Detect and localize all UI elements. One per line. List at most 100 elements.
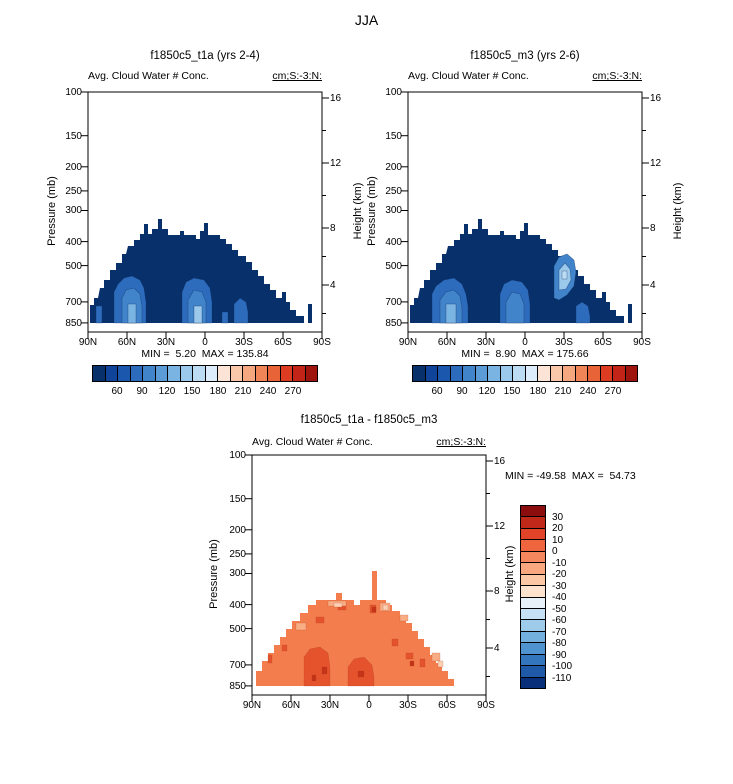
height-axis-title: Height (km)	[352, 182, 364, 240]
contour-patch	[221, 311, 229, 324]
panel-top-right-subtitle-row: Avg. Cloud Water # Conc. cm;S:-3:N:	[408, 70, 642, 82]
contour-plot-bottom	[245, 454, 493, 702]
diff-patch	[333, 602, 343, 608]
colorbar-cell	[521, 620, 545, 632]
colorbar-cell	[521, 540, 545, 552]
colorbar-tick-label: 60	[111, 386, 123, 397]
latitude-tick-label: 60N	[437, 337, 457, 348]
colorbar-tick-label: -100	[552, 661, 573, 672]
contour-patch	[95, 305, 103, 324]
colorbar-tick-label: -50	[552, 604, 567, 615]
colorbar-cell	[521, 608, 545, 621]
colorbar-tick-label: 270	[604, 386, 622, 397]
colorbar-tick-label: 120	[158, 386, 176, 397]
panel-bottom-subtitle-row: Avg. Cloud Water # Conc. cm;S:-3:N:	[252, 436, 486, 448]
colorbar-tick-label: 150	[183, 386, 201, 397]
latitude-tick-label: 60N	[117, 337, 137, 348]
colorbar-cell	[513, 366, 526, 381]
colorbar-cell	[538, 366, 551, 381]
colorbar-tick-label: -80	[552, 638, 567, 649]
colorbar-tick-label: 60	[431, 386, 443, 397]
diff-patch	[437, 660, 444, 668]
colorbar-cell	[521, 517, 545, 529]
colorbar-cell	[500, 366, 513, 381]
colorbar-cell	[93, 366, 106, 381]
colorbar-cell	[463, 366, 476, 381]
height-tick-label: 8	[494, 586, 500, 597]
latitude-tick-label: 90S	[313, 337, 331, 348]
colorbar-tick-label: 180	[209, 386, 227, 397]
colorbar-cell	[575, 366, 588, 381]
colorbar-cell	[521, 574, 545, 587]
pressure-tick-label: 200	[65, 162, 82, 173]
panel-top-left-title: f1850c5_t1a (yrs 2-4)	[150, 50, 260, 62]
subtitle-label: Avg. Cloud Water # Conc.	[408, 70, 529, 82]
latitude-tick-label: 0	[366, 700, 372, 711]
contour-patch	[505, 291, 525, 324]
min-max-stats-top-right: MIN = 8.90 MAX = 175.66	[461, 348, 589, 360]
colorbar-tick-label: -110	[552, 673, 572, 684]
colorbar-cell	[438, 366, 451, 381]
latitude-tick-label: 30S	[399, 700, 417, 711]
pressure-tick-label: 400	[385, 237, 402, 248]
colorbar-tick-label: 90	[136, 386, 148, 397]
diff-patch	[303, 646, 331, 687]
latitude-tick-label: 0	[522, 337, 528, 348]
colorbar-cell	[521, 551, 545, 564]
colorbar-cell	[625, 366, 637, 381]
height-tick-label: 16	[650, 93, 662, 104]
latitude-tick-label: 0	[202, 337, 208, 348]
colorbar-cell	[243, 366, 256, 381]
diff-patch	[391, 638, 399, 647]
pressure-tick-label: 150	[385, 131, 402, 142]
height-tick-label: 16	[330, 93, 342, 104]
colorbar-cell	[521, 506, 545, 518]
latitude-tick-label: 90N	[242, 700, 262, 711]
diff-patch	[431, 652, 441, 662]
colorbar-cell	[588, 366, 601, 381]
diff-patch	[315, 616, 325, 624]
pressure-axis-title: Pressure (mb)	[46, 176, 58, 246]
pressure-axis-title: Pressure (mb)	[366, 176, 378, 246]
height-tick-label: 4	[330, 280, 336, 291]
colorbar-tick-label: -40	[552, 592, 567, 603]
diff-patch	[382, 604, 389, 611]
latitude-tick-label: 60N	[281, 700, 301, 711]
colorbar-cell	[521, 563, 545, 575]
contour-patch	[445, 303, 457, 324]
height-tick-label: 4	[650, 280, 656, 291]
units-label: cm;S:-3:N:	[272, 70, 322, 82]
latitude-tick-label: 30N	[320, 700, 340, 711]
height-tick-label: 12	[330, 158, 342, 169]
colorbar-tick-label: 120	[478, 386, 496, 397]
contour-patch	[561, 270, 568, 280]
colorbar-cell	[521, 677, 545, 688]
height-tick-label: 8	[650, 223, 656, 234]
colorbar-cell	[521, 597, 545, 609]
height-tick-label: 4	[494, 643, 500, 654]
colorbar-cell	[488, 366, 501, 381]
colorbar-cell	[118, 366, 131, 381]
pressure-tick-label: 100	[65, 87, 82, 98]
colorbar-tick-label: 240	[259, 386, 277, 397]
colorbar-tick-label: 0	[552, 546, 558, 557]
colorbar-cell	[425, 366, 438, 381]
colorbar-cell	[193, 366, 206, 381]
colorbar-cell	[521, 586, 545, 598]
colorbar-bottom	[520, 505, 546, 689]
diff-patch	[321, 666, 328, 675]
colorbar-tick-label: -90	[552, 650, 567, 661]
latitude-tick-label: 30N	[156, 337, 176, 348]
cloud-fill-fragment	[308, 304, 312, 323]
colorbar-cell	[230, 366, 243, 381]
pressure-tick-label: 100	[385, 87, 402, 98]
latitude-tick-label: 60S	[438, 700, 456, 711]
diff-patch	[281, 644, 288, 652]
colorbar-cell	[143, 366, 156, 381]
latitude-tick-label: 90S	[633, 337, 651, 348]
diff-patch	[311, 674, 317, 682]
pressure-tick-label: 700	[229, 660, 246, 671]
colorbar-tick-label: 180	[529, 386, 547, 397]
colorbar-tick-label: 210	[554, 386, 572, 397]
panel-top-right-title: f1850c5_m3 (yrs 2-6)	[470, 50, 580, 62]
